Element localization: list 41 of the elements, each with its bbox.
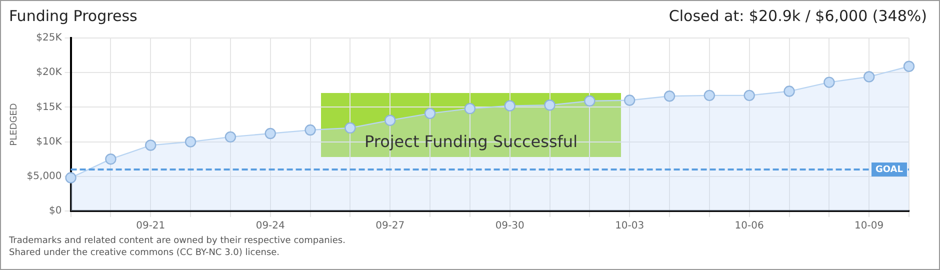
point (145, 140, 156, 151)
point (464, 102, 476, 114)
point (184, 136, 196, 148)
point (224, 131, 236, 143)
y-tick-label: $0 (49, 206, 62, 217)
point (544, 100, 556, 111)
point (584, 95, 596, 107)
point (504, 100, 516, 112)
x-tick-label: 09-24 (256, 220, 285, 232)
point (863, 71, 875, 82)
chart-subtitle: Closed at: $20.9k / $6,000 (348%) (668, 7, 927, 27)
point (384, 114, 396, 126)
point (744, 90, 755, 102)
point (304, 124, 316, 136)
y-tick-label: $5,000 (26, 170, 62, 182)
point (105, 154, 116, 165)
text: Shared under the creative commons (CC BY-NC 3.0) license. (9, 247, 281, 259)
chart-title: Funding Progress (9, 7, 138, 27)
point (664, 90, 676, 102)
x-tick-label: 09-21 (136, 220, 166, 232)
y-tick-label: $10K (36, 136, 62, 148)
point (264, 128, 276, 140)
text: Trademarks and related content are owned by their respective companies. (9, 235, 346, 247)
point (344, 122, 356, 134)
x-tick-label: 09-27 (376, 220, 405, 232)
x-tick-label: 09-30 (495, 220, 524, 232)
point (824, 76, 835, 88)
y-tick-label: $20K (36, 67, 62, 78)
point (424, 108, 436, 120)
point (65, 172, 76, 184)
point (784, 86, 795, 97)
y-tick-label: $25K (36, 32, 62, 44)
x-tick-label: 10-09 (854, 220, 884, 232)
y-tick-label: $15K (36, 102, 62, 113)
ref-line-label: GOAL (876, 164, 904, 175)
x-tick-label: 10-03 (615, 220, 644, 232)
y-axis-title: PLEDGED (10, 103, 20, 146)
x-tick-label: 10-06 (734, 220, 764, 232)
point (704, 90, 716, 102)
point (624, 94, 636, 106)
point (903, 60, 915, 72)
